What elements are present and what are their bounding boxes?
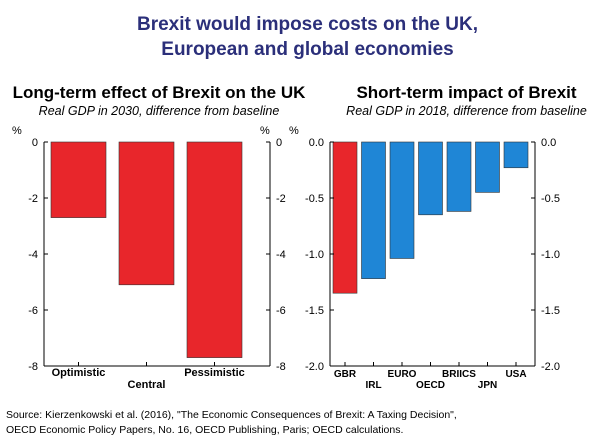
left-bar-optimistic: [50, 141, 107, 218]
left-category-label-central: Central: [128, 379, 166, 391]
right-bar-oecd: [418, 141, 443, 216]
left-ytick-label-right: 0: [276, 137, 282, 149]
right-chart-title: Short-term impact of Brexit: [356, 83, 577, 102]
right-ytick-label-left: 0.0: [309, 137, 324, 149]
left-category-label-optimistic: Optimistic: [52, 367, 106, 379]
right-bar-euro: [389, 141, 415, 259]
right-ytick-label-left: -0.5: [305, 193, 324, 205]
right-ytick-label-right: 0.0: [541, 137, 556, 149]
right-category-label-jpn: JPN: [478, 380, 497, 391]
right-chart-subtitle: Real GDP in 2018, difference from baseli…: [346, 104, 587, 118]
left-ytick-label-right: -2: [276, 193, 286, 205]
main-title-line-2: European and global economies: [161, 39, 454, 60]
right-bar-irl: [361, 141, 386, 279]
left-ytick-label-right: -8: [276, 361, 286, 373]
right-bar-gbr: [332, 141, 358, 294]
right-category-label-usa: USA: [505, 369, 526, 380]
right-ytick-label-left: -1.0: [305, 249, 324, 261]
left-ytick-label-right: -4: [276, 249, 286, 261]
right-category-label-briics: BRIICS: [442, 369, 476, 380]
source-line-1: Source: Kierzenkowski et al. (2016), "Th…: [6, 409, 457, 421]
source-line-2: OECD Economic Policy Papers, No. 16, OEC…: [6, 424, 404, 436]
left-ylabel-left: %: [12, 125, 22, 137]
left-ytick-label-left: -6: [28, 305, 38, 317]
right-category-label-irl: IRL: [365, 380, 381, 391]
left-ytick-label-right: -6: [276, 305, 286, 317]
right-bar-briics: [446, 141, 472, 212]
right-ytick-label-right: -0.5: [541, 193, 560, 205]
right-ytick-label-right: -2.0: [541, 361, 560, 373]
left-ytick-label-left: -2: [28, 193, 38, 205]
left-ytick-label-left: 0: [32, 137, 38, 149]
left-ylabel-right: %: [260, 125, 270, 137]
left-chart-title: Long-term effect of Brexit on the UK: [12, 83, 306, 102]
main-title-line-1: Brexit would impose costs on the UK,: [137, 14, 478, 35]
right-bar-jpn: [475, 141, 500, 193]
left-bar-central: [118, 141, 175, 286]
source-note: Source: Kierzenkowski et al. (2016), "Th…: [6, 408, 606, 438]
right-category-label-oecd: OECD: [416, 380, 445, 391]
left-bar-pessimistic: [186, 141, 243, 358]
right-ytick-label-left: -2.0: [305, 361, 324, 373]
right-bar-usa: [503, 141, 529, 169]
left-chart-subtitle: Real GDP in 2030, difference from baseli…: [38, 104, 280, 118]
right-ytick-label-right: -1.5: [541, 305, 560, 317]
right-ytick-label-left: -1.5: [305, 305, 324, 317]
left-category-label-pessimistic: Pessimistic: [184, 367, 245, 379]
right-category-label-euro: EURO: [388, 369, 417, 380]
right-ylabel: %: [289, 125, 299, 137]
right-ytick-label-right: -1.0: [541, 249, 560, 261]
right-category-label-gbr: GBR: [334, 369, 357, 380]
left-ytick-label-left: -4: [28, 249, 38, 261]
left-ytick-label-left: -8: [28, 361, 38, 373]
